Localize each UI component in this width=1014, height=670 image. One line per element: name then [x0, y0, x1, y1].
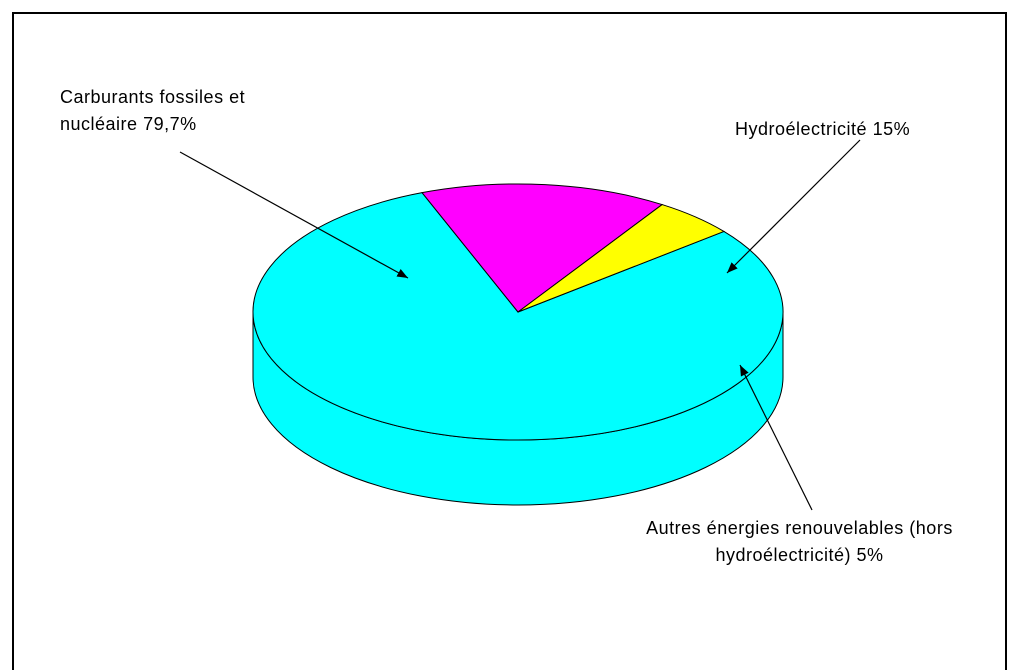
slice-label: Carburants fossiles et nucléaire 79,7%	[60, 84, 310, 138]
slice	[517, 204, 726, 313]
leader-line	[179, 151, 409, 279]
slice	[421, 183, 664, 313]
frame	[12, 12, 1007, 670]
slice-label: Hydroélectricité 15%	[735, 116, 1014, 143]
category-label: Autres énergies renouvelables (hors hydr…	[646, 518, 953, 565]
value-label: 79,7%	[143, 114, 197, 134]
leader-line	[739, 364, 813, 511]
category-label: Carburants fossiles et nucléaire	[60, 87, 246, 134]
slice-label: Autres énergies renouvelables (hors hydr…	[597, 515, 1002, 569]
pie	[252, 183, 784, 506]
slice	[252, 192, 784, 441]
value-label: 15%	[872, 119, 911, 139]
value-label: 5%	[856, 545, 884, 565]
category-label: Hydroélectricité	[735, 119, 868, 139]
leader-line	[726, 139, 861, 274]
